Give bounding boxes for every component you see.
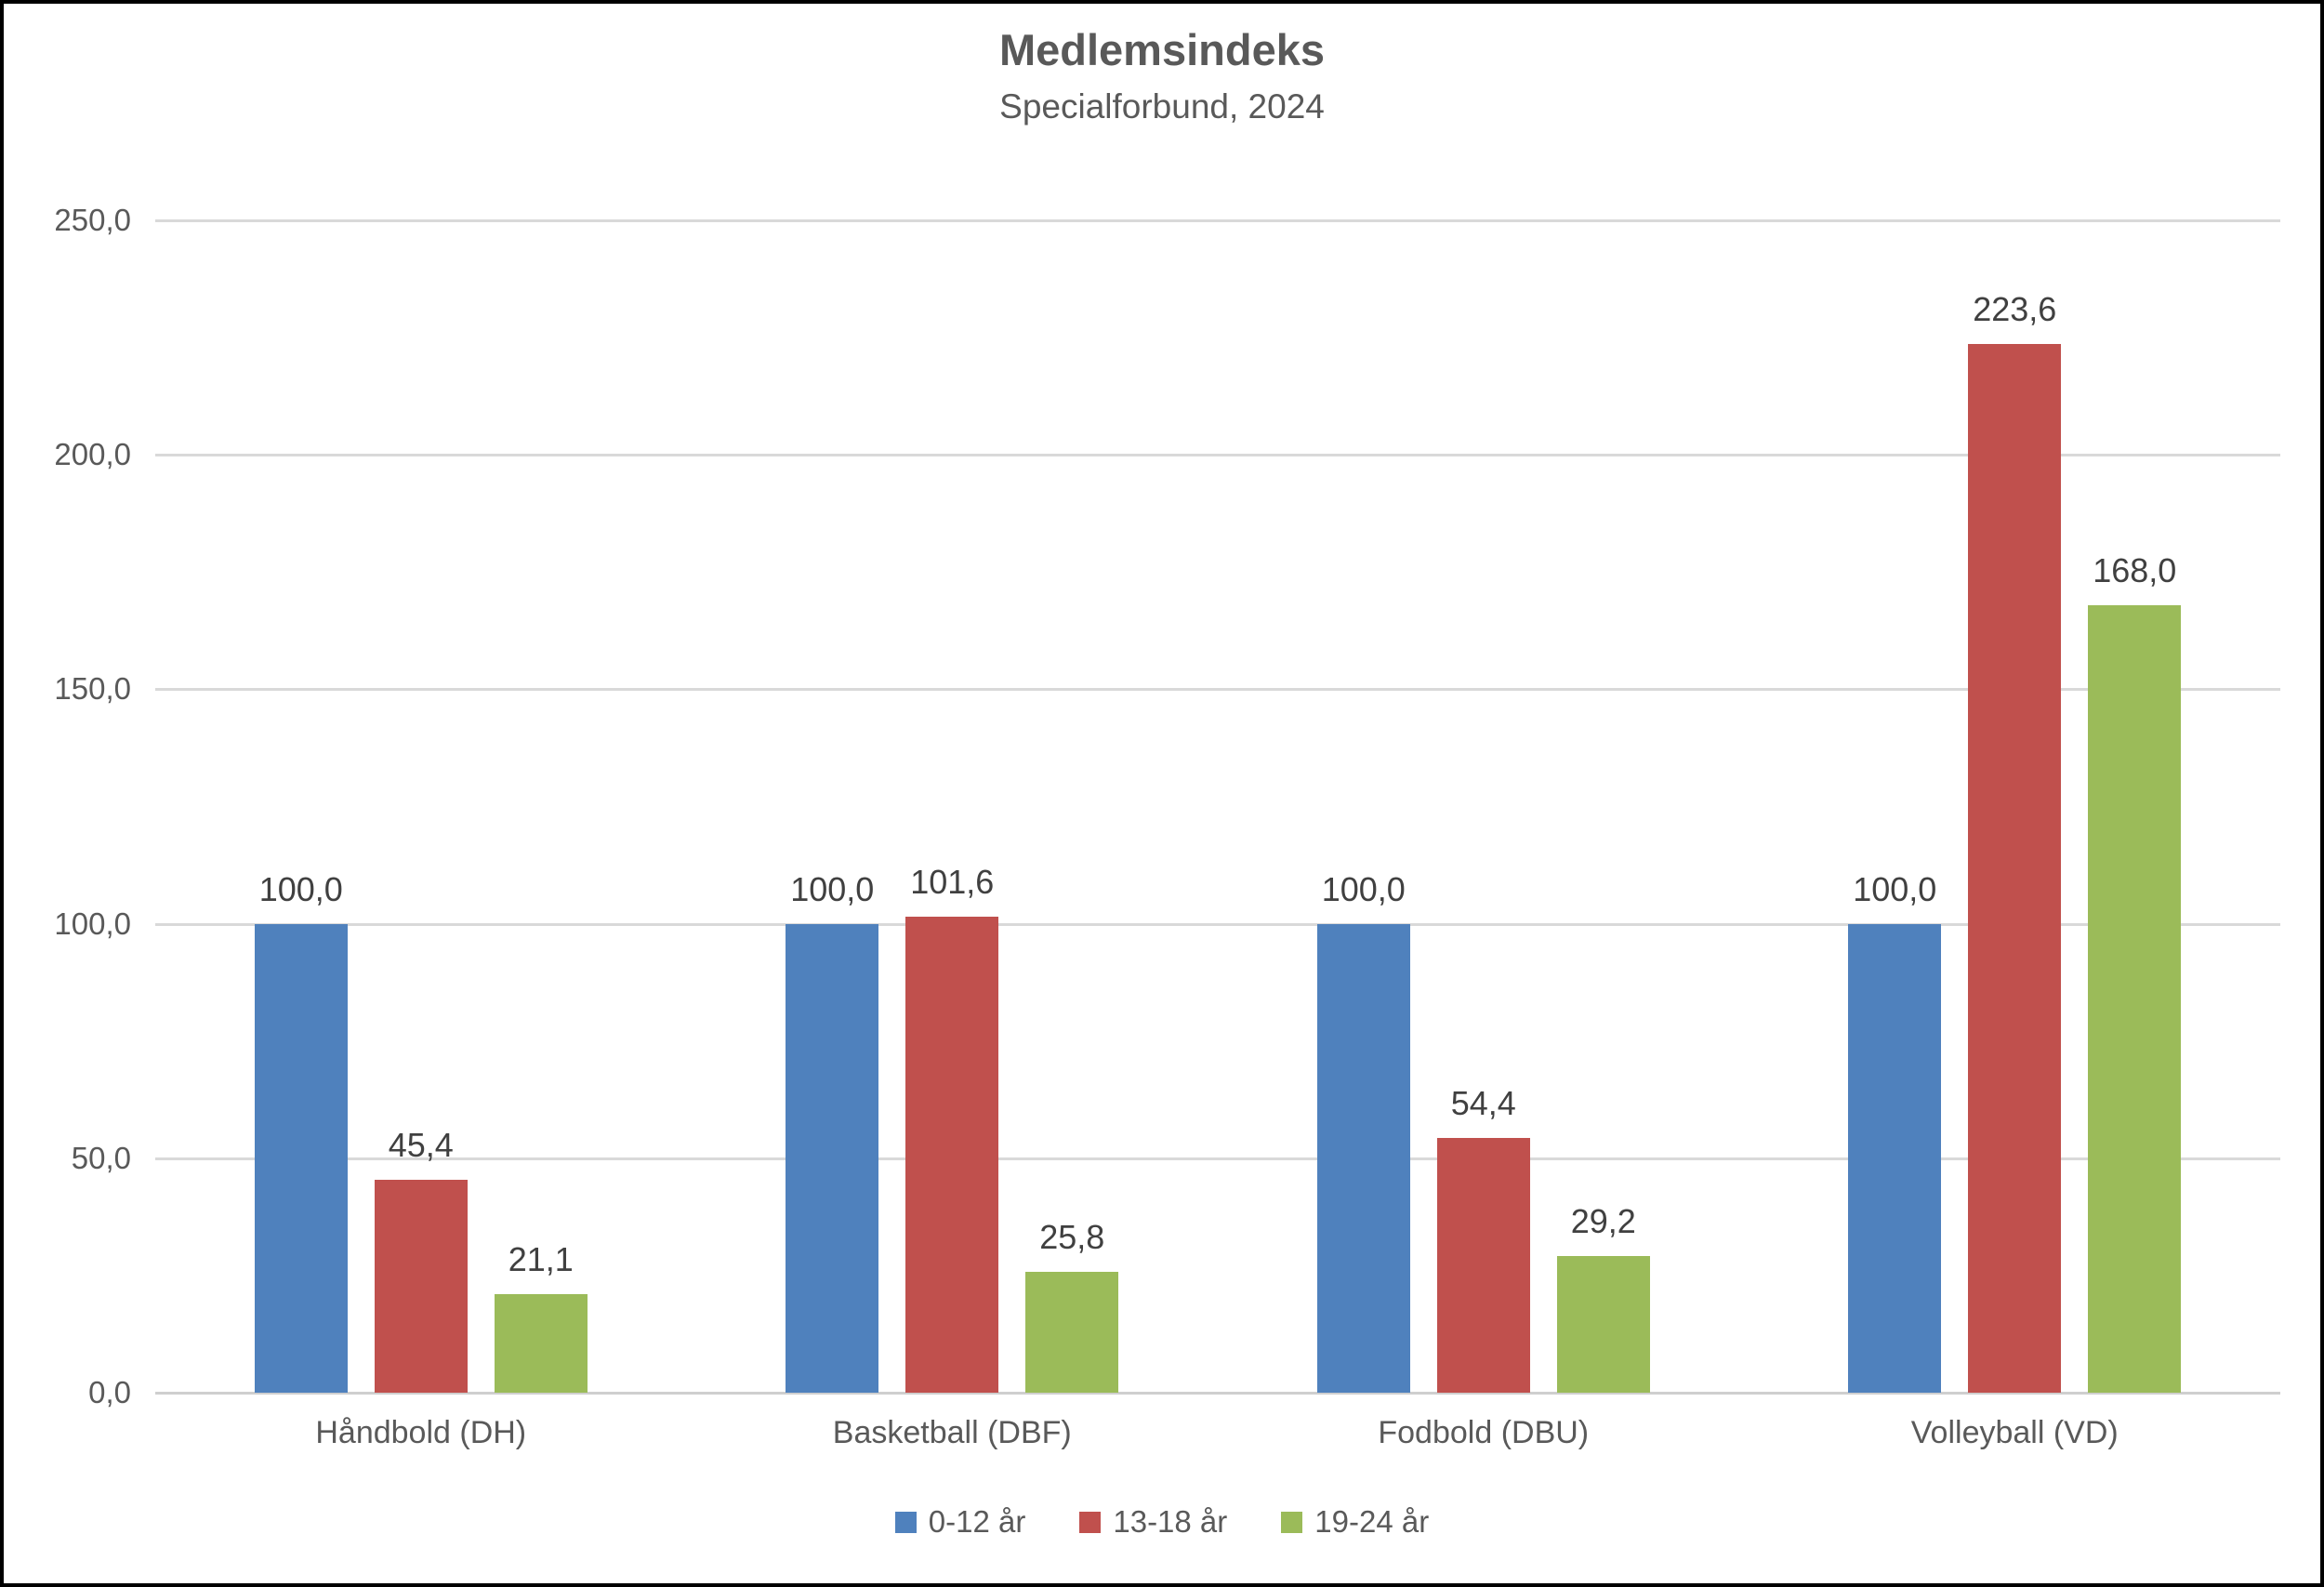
bar: 223,6 [1968,290,2062,1393]
legend-label: 13-18 år [1113,1504,1228,1539]
legend: 0-12 år 13-18 år 19-24 år [4,1504,2320,1540]
value-label: 100,0 [1321,869,1406,908]
chart-subtitle: Specialforbund, 2024 [999,87,1325,126]
x-tick-label: Håndbold (DH) [315,1415,527,1450]
legend-item: 19-24 år [1281,1504,1429,1540]
legend-label: 0-12 år [928,1504,1026,1539]
value-label: 101,6 [910,862,995,901]
bar-group: 100,0 45,4 21,1 [155,220,687,1393]
bar: 100,0 [1316,870,1410,1393]
bar: 100,0 [786,870,879,1393]
x-axis: Håndbold (DH) Basketball (DBF) Fodbold (DB… [155,1415,2280,1451]
x-tick-label: Basketball (DBF) [832,1415,1072,1450]
bar: 100,0 [1848,870,1942,1393]
y-axis: 250,0 200,0 150,0 100,0 50,0 0,0 [4,203,131,1409]
y-tick-label: 250,0 [54,203,131,237]
bar-group: 100,0 54,4 29,2 [1218,220,1750,1393]
x-axis-line [155,1392,2280,1395]
value-label: 100,0 [1853,869,1937,908]
value-label: 168,0 [2093,550,2177,589]
plot-area: 100,0 45,4 21,1 100,0 101,6 25,8 100,0 54,4 29,2… [155,219,2280,1395]
grid-line [155,922,2280,926]
value-label: 25,8 [1039,1217,1105,1256]
x-tick-label: Fodbold (DBU) [1378,1415,1590,1450]
bar: 25,8 [1025,1218,1119,1393]
bar-group: 100,0 101,6 25,8 [687,220,1219,1393]
grid-line [155,219,2280,222]
value-label: 223,6 [1973,290,2057,329]
bar: 168,0 [2088,551,2182,1393]
y-tick-label: 200,0 [54,437,131,472]
value-label: 100,0 [258,869,343,908]
legend-label: 19-24 år [1314,1504,1430,1539]
y-tick-label: 50,0 [71,1140,131,1175]
value-label: 100,0 [790,869,875,908]
bar-groups: 100,0 45,4 21,1 100,0 101,6 25,8 100,0 54,4 29,2… [155,220,2280,1393]
bar: 45,4 [374,1126,468,1393]
bar-group: 100,0 223,6 168,0 [1750,220,2281,1393]
value-label: 45,4 [388,1126,454,1165]
legend-swatch-icon [894,1511,917,1533]
legend-swatch-icon [1079,1511,1102,1533]
y-tick-label: 100,0 [54,906,131,941]
bar: 101,6 [905,863,999,1393]
legend-item: 13-18 år [1079,1504,1227,1540]
bar: 54,4 [1436,1084,1530,1393]
bar: 21,1 [494,1240,588,1393]
value-label: 29,2 [1570,1201,1636,1240]
bar: 100,0 [254,870,348,1393]
value-label: 54,4 [1450,1083,1516,1122]
chart-title: Medlemsindeks [998,25,1326,74]
grid-line [155,1157,2280,1160]
legend-item: 0-12 år [894,1504,1026,1540]
bar: 29,2 [1556,1202,1650,1393]
legend-swatch-icon [1281,1511,1303,1533]
y-tick-label: 0,0 [88,1375,131,1409]
grid-line [155,454,2280,457]
value-label: 21,1 [508,1239,574,1278]
grid-line [155,688,2280,692]
x-tick-label: Volleyball (VD) [1910,1415,2119,1450]
y-tick-label: 150,0 [54,671,131,707]
